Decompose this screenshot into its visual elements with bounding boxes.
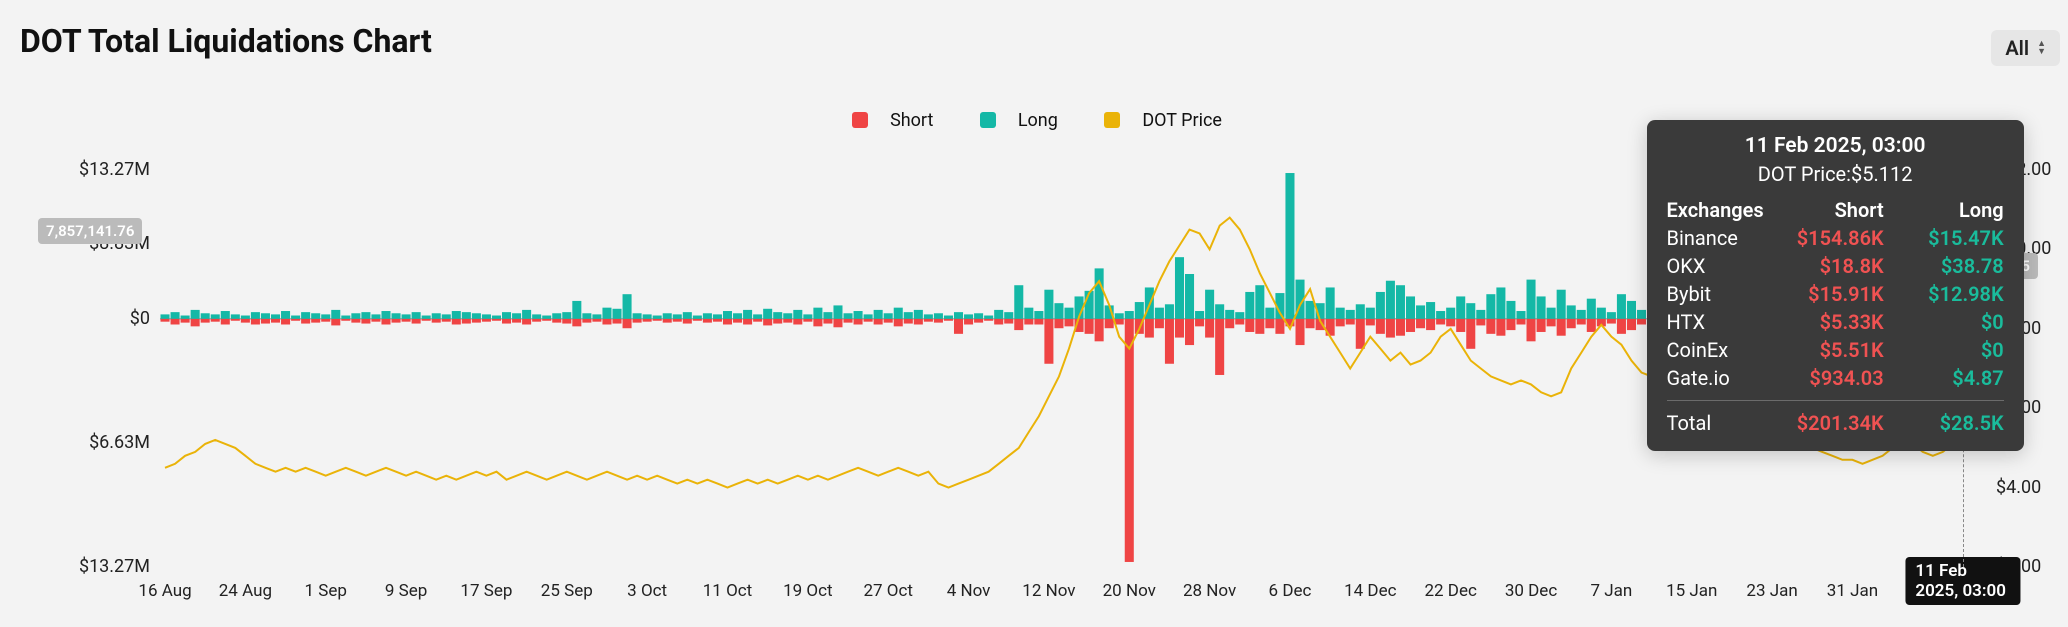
legend-item-short: Short [852,110,947,131]
tooltip-header-short: Short [1784,198,1884,222]
x-axis-label: 19 Oct [783,581,832,601]
chevron-up-down-icon: ▲▼ [2037,40,2046,56]
x-axis-label: 12 Nov [1022,581,1075,601]
x-axis-label: 15 Jan [1666,581,1717,601]
x-axis-highlight-badge: 11 Feb 2025, 03:00 [1905,557,2020,605]
x-axis-label: 1 Sep [305,581,347,601]
chart-title: DOT Total Liquidations Chart [10,20,2068,60]
tooltip-header-exchanges: Exchanges [1667,198,1764,222]
time-range-value: All [2005,36,2029,60]
x-axis-label: 16 Aug [138,581,191,601]
y-left-axis-label: $13.27M [79,556,150,577]
chart-tooltip: 11 Feb 2025, 03:00 DOT Price:$5.112 Exchan… [1647,120,2024,451]
x-axis-label: 20 Nov [1103,581,1156,601]
y-right-axis-label: $4.00 [1996,477,2041,498]
tooltip-title: 11 Feb 2025, 03:00 [1667,134,2004,158]
tooltip-total-row: Total$201.34K$28.5K [1667,409,2004,437]
x-axis-label: 27 Oct [863,581,912,601]
tooltip-header-long: Long [1904,198,2004,222]
x-axis-label: 11 Oct [703,581,752,601]
y-left-axis-label: $0 [130,308,150,329]
x-axis-label: 7 Jan [1590,581,1632,601]
legend-item-long: Long [980,110,1072,131]
x-axis-label: 24 Aug [219,581,272,601]
y-left-axis-label: $13.27M [79,159,150,180]
tooltip-row: Gate.io$934.03$4.87 [1667,364,2004,392]
x-axis-label: 14 Dec [1344,581,1396,601]
tooltip-row: Binance$154.86K$15.47K [1667,224,2004,252]
x-axis-label: 28 Nov [1183,581,1236,601]
legend-item-price: DOT Price [1104,110,1236,131]
x-axis-label: 3 Oct [627,581,667,601]
x-axis-label: 31 Jan [1827,581,1878,601]
x-axis-label: 30 Dec [1505,581,1557,601]
chart-plot-area[interactable]: $13.27M$8.83M$0$6.63M$13.27M7,857,141.76… [10,140,2068,607]
x-axis-label: 6 Dec [1269,581,1312,601]
y-left-value-badge: 7,857,141.76 [38,218,142,244]
time-range-selector[interactable]: All ▲▼ [1991,30,2060,66]
tooltip-row: HTX$5.33K$0 [1667,308,2004,336]
liquidations-chart-card: DOT Total Liquidations Chart All ▲▼ Shor… [10,20,2068,607]
tooltip-row: Bybit$15.91K$12.98K [1667,280,2004,308]
x-axis-label: 4 Nov [947,581,991,601]
y-left-axis-label: $6.63M [89,432,150,453]
x-axis-label: 22 Dec [1424,581,1476,601]
tooltip-row: CoinEx$5.51K$0 [1667,336,2004,364]
x-axis-label: 23 Jan [1746,581,1797,601]
tooltip-subtitle: DOT Price:$5.112 [1667,162,2004,186]
tooltip-row: OKX$18.8K$38.78 [1667,252,2004,280]
x-axis-label: 9 Sep [385,581,427,601]
x-axis-label: 25 Sep [541,581,593,601]
x-axis-label: 17 Sep [460,581,512,601]
